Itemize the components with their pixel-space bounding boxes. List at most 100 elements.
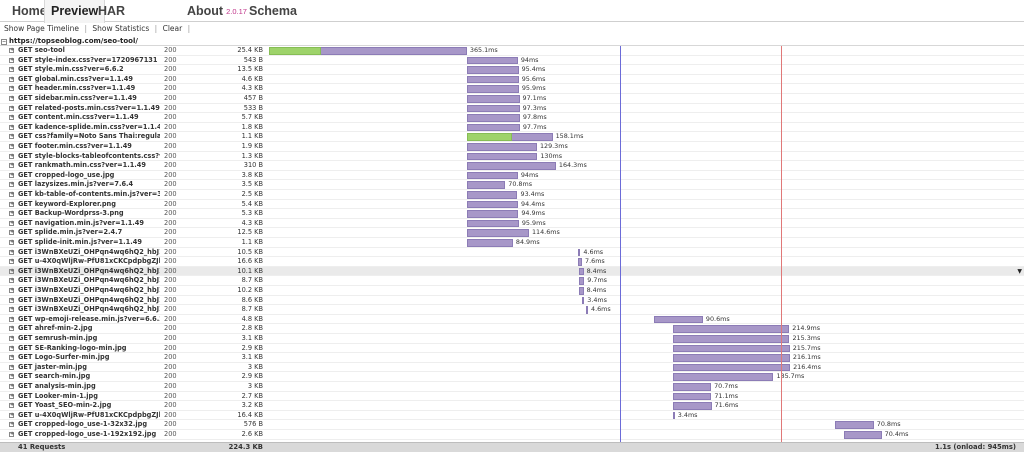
expand-icon[interactable]: + <box>9 344 15 351</box>
timing-bar[interactable] <box>672 411 675 420</box>
expand-icon[interactable]: + <box>9 248 15 255</box>
expand-icon[interactable]: + <box>9 287 15 293</box>
timing-bar[interactable] <box>466 143 537 151</box>
collapse-icon[interactable]: − <box>1 39 7 45</box>
clear-link[interactable]: Clear <box>162 24 183 33</box>
request-row[interactable]: + GET jaster-min.jpg 200 3 KB 216.4ms <box>0 363 1024 373</box>
timing-bar[interactable] <box>466 95 520 103</box>
request-row[interactable]: + GET global.min.css?ver=1.1.49 200 4.6 KB 9… <box>0 75 1024 85</box>
timing-bar[interactable] <box>466 56 518 65</box>
expand-icon[interactable]: + <box>9 335 15 341</box>
request-row[interactable]: + GET search-min.jpg 200 2.9 KB 185.7ms <box>0 372 1024 382</box>
timing-bar[interactable] <box>672 325 790 333</box>
expand-icon[interactable]: + <box>9 392 15 399</box>
timing-bar[interactable] <box>466 85 519 93</box>
expand-icon[interactable]: + <box>9 114 15 121</box>
expand-icon[interactable]: + <box>9 383 15 389</box>
expand-icon[interactable]: + <box>9 47 15 53</box>
expand-icon[interactable]: + <box>9 152 15 159</box>
request-row[interactable]: +GET i3WnBXeUZi_OHPqn4wq6hQ2_hbJ1xyN 200 8… <box>0 276 1024 286</box>
request-row[interactable]: +GET style-blocks-tableofcontents.css?ve… <box>0 152 1024 162</box>
expand-icon[interactable]: + <box>9 402 15 409</box>
request-row[interactable]: + GET related-posts.min.css?ver=1.1.49 200… <box>0 104 1024 114</box>
timing-bar[interactable] <box>466 191 518 199</box>
timing-bar[interactable] <box>466 114 520 122</box>
expand-icon[interactable]: + <box>9 85 15 92</box>
timing-bar[interactable] <box>672 383 712 391</box>
request-row[interactable]: + GET Backup-Wordprss-3.png 200 5.3 KB 94.9m… <box>0 209 1024 219</box>
caret-down-icon[interactable]: ▼ <box>1017 268 1022 275</box>
expand-icon[interactable]: + <box>9 239 15 245</box>
request-row[interactable]: + GET content.min.css?ver=1.1.49 200 5.7 KB… <box>0 113 1024 123</box>
expand-icon[interactable]: + <box>9 133 15 140</box>
timing-bar[interactable] <box>466 229 529 237</box>
tab-preview[interactable]: Preview <box>44 0 106 23</box>
expand-icon[interactable]: + <box>9 56 15 63</box>
timing-bar[interactable] <box>466 162 556 170</box>
expand-icon[interactable]: + <box>9 181 15 188</box>
request-row[interactable]: + GET cropped-logo_use-1-192x192.jpg 200 2.… <box>0 430 1024 440</box>
expand-icon[interactable]: + <box>9 421 15 428</box>
request-row[interactable]: + GET ahref-min-2.jpg 200 2.8 KB 214.9ms <box>0 324 1024 334</box>
page-header-row[interactable]: − https://topseoblog.com/seo-tool/ <box>0 37 1024 46</box>
expand-icon[interactable]: + <box>9 104 15 111</box>
request-row[interactable]: +GET u-4X0qWljRw-PfU81xCKCpdpbgZJl6XFp 20… <box>0 257 1024 267</box>
expand-icon[interactable]: + <box>9 363 15 370</box>
timing-bar[interactable] <box>672 344 790 353</box>
tab-schema[interactable]: Schema <box>249 4 297 18</box>
request-row[interactable]: +GET css?family=Noto Sans Thai:regular,7… <box>0 132 1024 142</box>
request-row[interactable]: +GET u-4X0qWljRw-PfU81xCKCpdpbgZJl6XFp 20… <box>0 411 1024 421</box>
request-row[interactable]: + GET kadence-splide.min.css?ver=1.1.49 20… <box>0 123 1024 133</box>
timing-bar[interactable] <box>577 258 583 266</box>
request-row[interactable]: + GET header.min.css?ver=1.1.49 200 4.3 KB 9… <box>0 84 1024 94</box>
expand-icon[interactable]: + <box>9 267 15 274</box>
request-row[interactable]: + GET splide.min.js?ver=2.4.7 200 12.5 KB 11… <box>0 228 1024 238</box>
request-row[interactable]: + GET sidebar.min.css?ver=1.1.49 200 457 B 9… <box>0 94 1024 104</box>
request-row[interactable]: + GET lazysizes.min.js?ver=7.6.4 200 3.5 KB… <box>0 180 1024 190</box>
request-row[interactable]: + GET cropped-logo_use.jpg 200 3.8 KB 94ms <box>0 171 1024 181</box>
expand-icon[interactable]: + <box>9 277 15 284</box>
request-row[interactable]: +GET i3WnBXeUZi_OHPqn4wq6hQ2_hbJ1xyN 200 1… <box>0 286 1024 296</box>
expand-icon[interactable]: + <box>9 210 15 217</box>
request-row[interactable]: + GET style-index.css?ver=1720967131 200 54… <box>0 56 1024 66</box>
timing-bar[interactable] <box>653 315 703 324</box>
expand-icon[interactable]: + <box>9 373 15 380</box>
expand-icon[interactable]: + <box>9 162 15 169</box>
request-row[interactable]: + GET Yoast_SEO-min-2.jpg 200 3.2 KB 71.6ms <box>0 401 1024 411</box>
expand-icon[interactable]: + <box>9 296 15 303</box>
request-row[interactable]: + GET SE-Ranking-logo-min.jpg 200 2.9 KB 215… <box>0 344 1024 354</box>
timing-bar[interactable] <box>466 152 538 161</box>
request-row[interactable]: +GET i3WnBXeUZi_OHPqn4wq6hQ2_hbJ1xyN 200 8… <box>0 305 1024 315</box>
expand-icon[interactable]: + <box>9 411 15 418</box>
expand-icon[interactable]: + <box>9 75 15 82</box>
request-row[interactable]: + GET analysis-min.jpg 200 3 KB 70.7ms <box>0 382 1024 392</box>
expand-icon[interactable]: + <box>9 354 15 361</box>
request-row[interactable]: + GET cropped-logo_use-1-32x32.jpg 200 576 … <box>0 420 1024 430</box>
request-row[interactable]: +GET i3WnBXeUZi_OHPqn4wq6hQ2_hbJ1xyN 200 1… <box>0 266 1024 277</box>
timing-bar[interactable] <box>466 123 520 132</box>
request-row[interactable]: + GET rankmath.min.css?ver=1.1.49 200 310 B… <box>0 161 1024 171</box>
timing-bar[interactable] <box>466 104 520 113</box>
request-row[interactable]: + GET Logo-Surfer-min.jpg 200 3.1 KB 216.1ms <box>0 353 1024 363</box>
request-row[interactable]: +GET i3WnBXeUZi_OHPqn4wq6hQ2_hbJ1xyN 200 8… <box>0 296 1024 306</box>
timing-bar[interactable] <box>835 421 874 429</box>
timing-bar[interactable] <box>466 210 519 218</box>
expand-icon[interactable]: + <box>9 95 15 101</box>
timing-bar[interactable] <box>579 267 584 276</box>
timing-bar[interactable] <box>672 354 790 362</box>
timing-bar[interactable] <box>672 335 790 343</box>
expand-icon[interactable]: + <box>9 258 15 265</box>
expand-icon[interactable]: + <box>9 143 15 149</box>
timing-bar[interactable] <box>579 287 584 295</box>
expand-icon[interactable]: + <box>9 431 15 437</box>
expand-icon[interactable]: + <box>9 123 15 130</box>
timing-bar[interactable] <box>466 181 506 189</box>
request-row[interactable]: + GET splide-init.min.js?ver=1.1.49 200 1.1… <box>0 238 1024 248</box>
expand-icon[interactable]: + <box>9 171 15 178</box>
timing-bar[interactable] <box>582 296 585 305</box>
request-row[interactable]: + GET seo-tool 200 25.4 KB 365.1ms <box>0 46 1024 56</box>
tab-har[interactable]: HAR <box>98 4 126 18</box>
expand-icon[interactable]: + <box>9 315 15 322</box>
expand-icon[interactable]: + <box>9 191 15 197</box>
expand-icon[interactable]: + <box>9 66 15 73</box>
